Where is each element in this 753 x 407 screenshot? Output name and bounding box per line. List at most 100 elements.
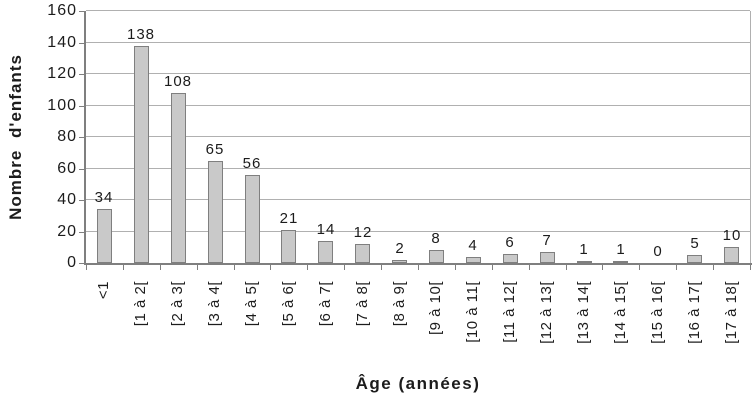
bar: [245, 175, 260, 263]
bar-value-label: 5: [690, 235, 700, 252]
x-axis-tick-mark: [381, 265, 382, 270]
bar-value-label: 8: [431, 230, 441, 247]
category-label: [2 à 3[: [169, 281, 186, 327]
category-label: [17 à 18[: [723, 281, 740, 344]
category-label: <1: [95, 281, 112, 300]
category-label: [6 à 7[: [317, 281, 334, 327]
gridline: [86, 10, 750, 11]
category-label: [5 à 6[: [280, 281, 297, 327]
bar: [134, 46, 149, 263]
bar-value-label: 12: [353, 224, 373, 241]
y-axis-tick-label: 120: [47, 65, 77, 82]
bar: [97, 209, 112, 263]
bar-value-label: 56: [242, 155, 262, 172]
x-axis-tick-mark: [750, 265, 751, 270]
x-axis-tick-mark: [566, 265, 567, 270]
bar-value-label: 1: [616, 241, 626, 258]
gridline: [86, 136, 750, 137]
y-axis-tick-mark: [79, 11, 85, 12]
bar-value-label: 65: [205, 141, 225, 158]
bar: [392, 260, 407, 263]
bar: [171, 93, 186, 263]
y-axis-tick-label: 140: [47, 33, 77, 51]
category-label: [11 à 12[: [501, 281, 518, 343]
bar-value-label: 34: [94, 189, 114, 206]
category-label: [10 à 11[: [464, 281, 481, 343]
bar-value-label: 6: [505, 234, 515, 251]
category-label: [4 à 5[: [243, 281, 260, 327]
y-axis-tick-mark: [79, 137, 85, 138]
x-axis-tick-mark: [270, 265, 271, 270]
bar: [577, 261, 592, 263]
category-label: [3 à 4[: [206, 281, 223, 327]
bar-value-label: 4: [468, 237, 478, 254]
category-label: [15 à 16[: [649, 281, 666, 344]
x-axis-tick-mark: [234, 265, 235, 270]
bar: [613, 261, 628, 263]
y-axis-tick-label: 160: [47, 2, 77, 19]
gridline: [86, 230, 750, 232]
x-axis-tick-mark: [639, 265, 640, 270]
x-axis-tick-mark: [529, 265, 530, 270]
y-axis-tick-label: 80: [57, 128, 77, 145]
bar: [208, 161, 223, 263]
category-label: [14 à 15[: [612, 281, 629, 344]
bar-value-label: 14: [316, 221, 336, 238]
x-axis-tick-mark: [676, 265, 677, 270]
bar: [355, 244, 370, 263]
bar: [724, 247, 739, 263]
category-label: [7 à 8[: [354, 281, 371, 327]
y-axis-tick-mark: [79, 168, 85, 170]
category-label: [16 à 17[: [686, 281, 703, 344]
y-axis-tick-mark: [79, 263, 85, 264]
y-axis-tick-label: 100: [47, 96, 77, 114]
y-axis-tick-mark: [79, 200, 85, 201]
y-axis-tick-label: 0: [67, 254, 77, 271]
x-axis-tick-mark: [86, 265, 87, 270]
bar-value-label: 10: [722, 227, 742, 244]
x-axis-tick-mark: [455, 265, 456, 270]
bar: [429, 250, 444, 263]
y-axis-tick-label: 60: [57, 159, 77, 177]
x-axis-tick-mark: [713, 265, 714, 270]
y-axis-tick-mark: [79, 231, 85, 233]
category-label: [13 à 14[: [575, 281, 592, 344]
x-axis-tick-mark: [307, 265, 308, 270]
x-axis-title: Âge (années): [355, 374, 481, 393]
plot-area-right-border: [750, 11, 751, 264]
bar: [466, 257, 481, 263]
y-axis-tick-mark: [79, 42, 85, 44]
bar-value-label: 2: [395, 240, 405, 257]
x-axis-tick-mark: [418, 265, 419, 270]
y-axis-tick-mark: [79, 74, 85, 75]
x-axis-tick-mark: [123, 265, 124, 270]
bar-value-label: 7: [542, 232, 552, 249]
bar: [687, 255, 702, 263]
category-label: [8 à 9[: [391, 281, 408, 327]
y-axis-title: Nombre d'enfants: [6, 54, 25, 220]
bar: [503, 254, 518, 263]
gridline: [86, 73, 750, 74]
x-axis-line: [84, 263, 752, 265]
category-label: [12 à 13[: [538, 281, 555, 344]
x-axis-tick-mark: [197, 265, 198, 270]
bar: [540, 252, 555, 263]
gridline: [86, 199, 750, 200]
y-axis-tick-label: 40: [57, 191, 77, 208]
category-label: [1 à 2[: [132, 281, 149, 327]
bar-value-label: 108: [163, 73, 193, 90]
bar-value-label: 0: [653, 243, 663, 260]
bar-value-label: 1: [579, 241, 589, 258]
category-label: [9 à 10[: [427, 281, 444, 336]
gridline: [86, 104, 750, 106]
bar-value-label: 21: [279, 210, 299, 227]
x-axis-tick-mark: [602, 265, 603, 270]
y-axis-tick-label: 20: [57, 222, 77, 240]
gridline: [86, 41, 750, 43]
bar: [318, 241, 333, 263]
gridline: [86, 167, 750, 169]
x-axis-tick-mark: [492, 265, 493, 270]
bar-value-label: 138: [126, 26, 156, 43]
y-axis-tick-mark: [79, 105, 85, 107]
